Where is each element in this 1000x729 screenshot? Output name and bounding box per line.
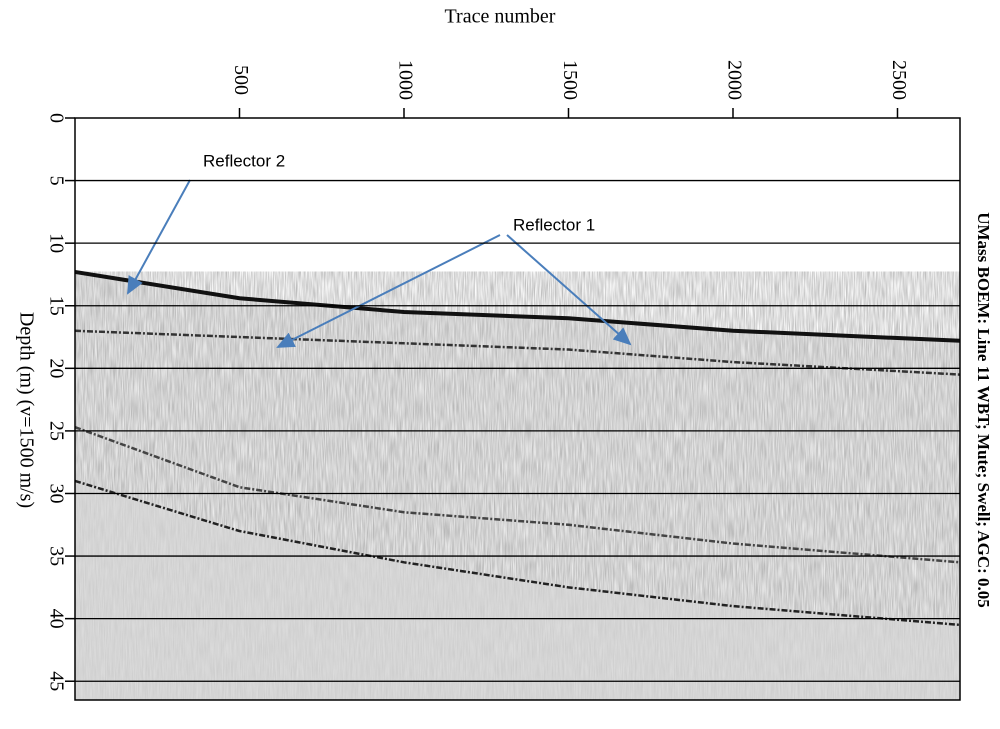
y-tick-label: 20	[45, 358, 67, 378]
reflector	[74, 269, 961, 343]
reflector	[74, 425, 961, 564]
reflector	[74, 329, 961, 376]
y-tick-label: 0	[45, 113, 67, 123]
x-axis-title: Trace number	[445, 6, 556, 28]
plot-frame	[74, 117, 961, 701]
x-tick-label: 1500	[559, 60, 581, 100]
y-tick-label: 15	[45, 296, 67, 316]
x-tick-label: 1000	[394, 60, 416, 100]
y-tick-label: 30	[45, 483, 67, 503]
y-axis-title: Depth (m) (v=1500 m/s)	[15, 312, 37, 508]
y-tick-label: 35	[45, 546, 67, 566]
x-tick-label: 500	[230, 65, 252, 95]
arrow	[127, 179, 191, 295]
annotation: Reflector 2	[203, 151, 285, 170]
y-tick-label: 25	[45, 421, 67, 441]
x-tick-label: 2000	[723, 60, 745, 100]
y-tick-label: 45	[45, 671, 67, 691]
reflectors	[74, 269, 961, 627]
arrow	[506, 234, 632, 346]
x-tick-label: 2500	[888, 60, 910, 100]
annotation: Reflector 1	[513, 215, 595, 234]
reflector	[74, 479, 961, 627]
profile-background	[75, 271, 960, 700]
y-tick-label: 10	[45, 233, 67, 253]
y-tick-label: 40	[45, 609, 67, 629]
multiple-zone	[75, 480, 960, 700]
y-tick-label: 5	[45, 176, 67, 186]
arrow	[276, 234, 501, 348]
chart-title: UMass BOEM: Line 11 WBT; Mute; Swell; AG…	[974, 212, 993, 608]
